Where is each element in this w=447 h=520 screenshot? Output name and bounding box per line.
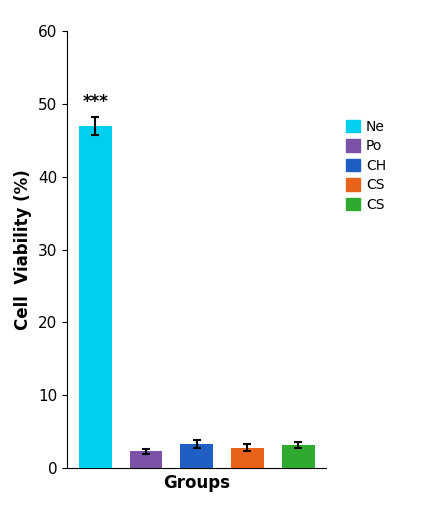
X-axis label: Groups: Groups <box>163 474 230 491</box>
Bar <box>130 451 162 468</box>
Bar <box>180 444 213 468</box>
Bar <box>231 448 264 468</box>
Legend: Ne, Po, CH, CS, CS: Ne, Po, CH, CS, CS <box>344 117 389 215</box>
Y-axis label: Cell  Viability (%): Cell Viability (%) <box>14 169 32 330</box>
Bar <box>282 445 315 468</box>
Text: ***: *** <box>82 93 108 111</box>
Bar <box>79 126 112 468</box>
